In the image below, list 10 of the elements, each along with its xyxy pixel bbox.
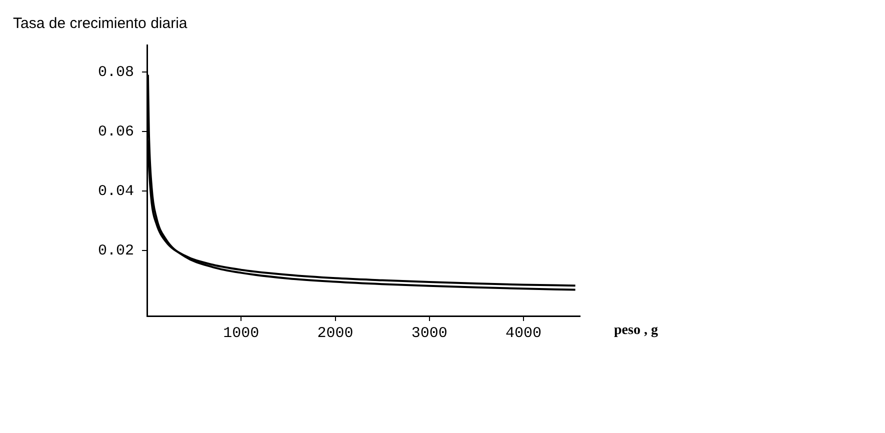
y-tick-label: 0.04: [98, 182, 134, 200]
chart-title: Tasa de crecimiento diaria: [13, 15, 188, 32]
y-tick-label: 0.06: [98, 123, 134, 140]
x-tick-label: 1000: [223, 324, 260, 342]
x-axis-title: peso , g: [614, 323, 658, 338]
x-tick-label: 4000: [506, 324, 542, 342]
y-tick-label: 0.02: [98, 242, 134, 260]
x-tick-label: 2000: [317, 324, 354, 342]
x-tick-label: 3000: [411, 324, 448, 342]
y-tick-label: 0.08: [98, 64, 134, 81]
